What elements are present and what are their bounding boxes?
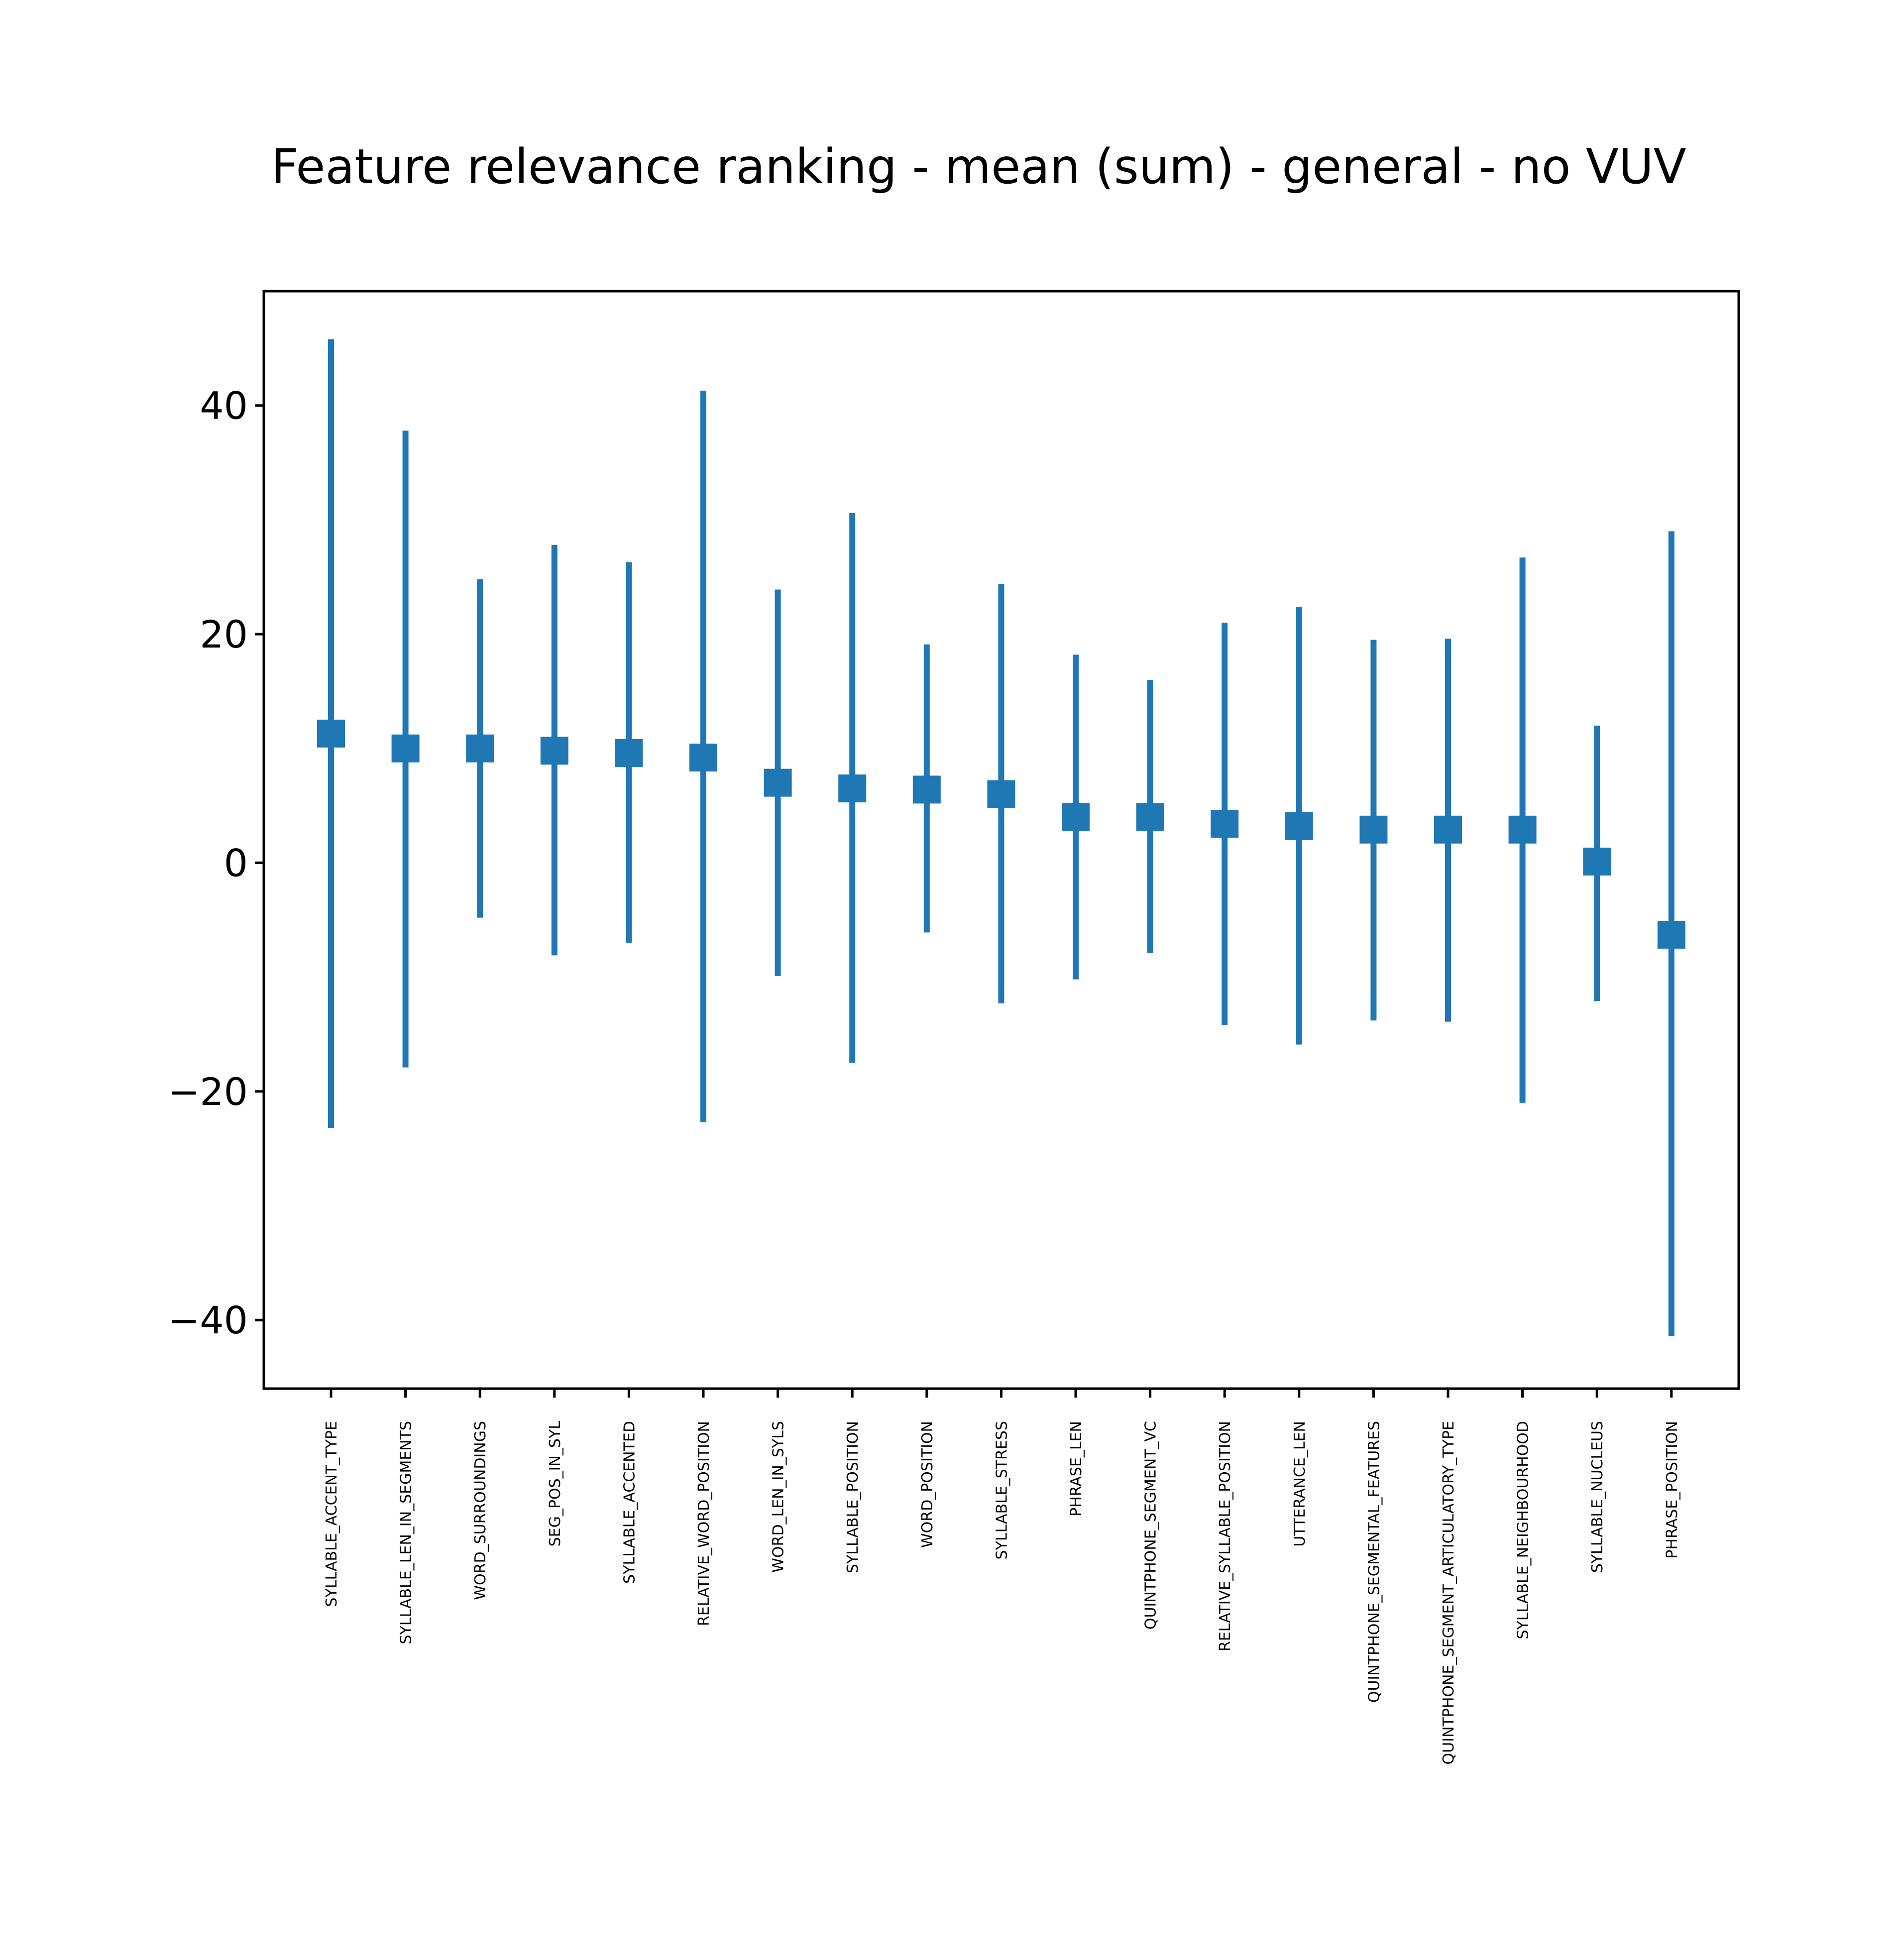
y-tick-label: −40 [168, 1298, 248, 1342]
mean-marker [838, 774, 867, 803]
mean-marker [764, 768, 792, 797]
plot-frame [262, 290, 1740, 1390]
x-tick-label: SYLLABLE_LEN_IN_SEGMENTS [398, 1421, 415, 1644]
x-tick-label: PHRASE_POSITION [1664, 1421, 1681, 1559]
mean-marker [1359, 815, 1388, 844]
mean-marker [540, 737, 568, 765]
mean-marker [1583, 848, 1611, 876]
x-tick-label: WORD_SURROUNDINGS [472, 1421, 489, 1600]
mean-marker [689, 744, 717, 772]
x-tick-label: SYLLABLE_NUCLEUS [1589, 1421, 1606, 1573]
plot-area [317, 339, 1685, 1336]
mean-marker [1657, 921, 1685, 949]
y-tick-label: 0 [224, 841, 248, 885]
mean-marker [1136, 803, 1164, 831]
x-tick-label: RELATIVE_WORD_POSITION [695, 1421, 713, 1626]
x-tick-label: SYLLABLE_STRESS [993, 1421, 1010, 1560]
mean-marker [1062, 803, 1090, 831]
x-tick-label: PHRASE_LEN [1068, 1421, 1085, 1517]
chart-title: Feature relevance ranking - mean (sum) -… [271, 139, 1686, 195]
x-tick-label: SEG_POS_IN_SYL [547, 1421, 564, 1547]
y-tick-label: 40 [200, 384, 248, 428]
mean-marker [1211, 810, 1239, 838]
mean-marker [615, 739, 643, 767]
y-tick-label: −20 [168, 1070, 248, 1114]
mean-marker [1285, 812, 1313, 840]
x-tick-label: RELATIVE_SYLLABLE_POSITION [1217, 1421, 1234, 1651]
mean-marker [912, 775, 941, 804]
x-tick-label: SYLLABLE_POSITION [844, 1421, 862, 1573]
x-tick-label: WORD_POSITION [919, 1421, 936, 1548]
axes: −40 −20 0 20 40 SYLLABLE_ACCENT_TYPE SYLLABLE_… [168, 384, 1681, 1765]
x-tick-label: WORD_LEN_IN_SYLS [770, 1421, 787, 1573]
mean-marker [466, 734, 494, 762]
x-tick-label: SYLLABLE_ACCENT_TYPE [323, 1421, 340, 1607]
y-tick-label: 20 [200, 612, 248, 656]
mean-marker [1434, 815, 1462, 844]
x-tick-label: QUINTPHONE_SEGMENT_ARTICULATORY_TYPE [1440, 1421, 1457, 1764]
mean-marker [317, 719, 345, 748]
mean-marker [391, 734, 420, 762]
mean-marker [1508, 815, 1537, 844]
mean-marker [987, 780, 1015, 808]
x-tick-label: QUINTPHONE_SEGMENTAL_FEATURES [1365, 1421, 1383, 1703]
x-tick-label: SYLLABLE_ACCENTED [621, 1421, 638, 1584]
x-tick-label: QUINTPHONE_SEGMENT_VC [1142, 1421, 1160, 1630]
x-tick-label: UTTERANCE_LEN [1291, 1421, 1309, 1547]
x-tick-label: SYLLABLE_NEIGHBOURHOOD [1515, 1421, 1532, 1639]
